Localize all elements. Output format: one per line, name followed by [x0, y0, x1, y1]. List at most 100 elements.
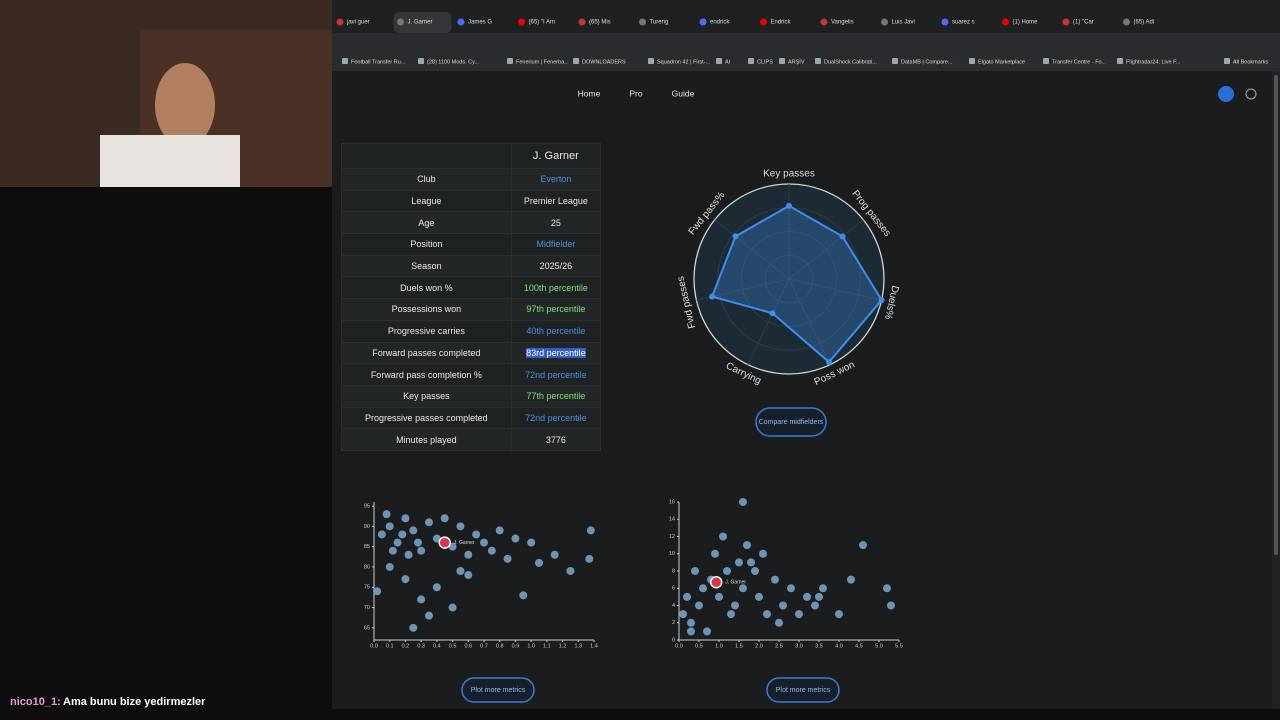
cell-text: 3776 — [545, 434, 566, 445]
tab-title[interactable]: javi guer — [346, 20, 370, 26]
tab-title[interactable]: endrick — [710, 20, 730, 26]
bookmark[interactable]: CLIPS — [757, 59, 773, 65]
tab-title[interactable]: James G — [468, 20, 492, 26]
scatter-point — [695, 601, 703, 610]
bookmark-icon — [648, 58, 654, 64]
empty-header — [341, 143, 512, 169]
bookmark[interactable]: DualShock Calibrati... — [824, 59, 877, 65]
y-tick-label: 70 — [364, 605, 370, 611]
nav-link[interactable]: Pro — [629, 88, 643, 98]
scatter-point — [703, 627, 711, 636]
plot-button-label[interactable]: Plot more metrics — [776, 687, 831, 694]
bookmark[interactable]: AI — [725, 59, 731, 65]
tab-title[interactable]: Tureng — [650, 20, 669, 26]
y-tick-label: 6 — [672, 586, 675, 592]
plot-button[interactable] — [766, 677, 840, 703]
x-tick-label: 0.3 — [417, 643, 425, 649]
tab-title[interactable]: suarez s — [952, 20, 975, 26]
bookmark[interactable]: (28) 1100 Mods. Cy... — [427, 59, 480, 65]
compare-button[interactable] — [755, 407, 827, 437]
cell-text: Duels won % — [400, 282, 453, 293]
plot-button[interactable] — [461, 677, 535, 703]
tab-title[interactable]: Luis Javi — [892, 20, 915, 26]
scatter-point — [425, 518, 433, 527]
player-label: J. Garner — [725, 580, 746, 586]
tab-title[interactable]: Endrick — [771, 20, 792, 26]
table-row: Duels won % 100th percentile — [341, 276, 602, 300]
scatter-point — [859, 541, 867, 550]
cell-value: Premier League — [510, 189, 602, 213]
scatter-point — [847, 575, 855, 584]
tab-title[interactable]: (65) Adi — [1134, 20, 1155, 26]
scatter-point — [699, 584, 707, 593]
x-tick-label: 1.3 — [574, 643, 582, 649]
cell-value: 25 — [510, 211, 602, 235]
cell-label: Position — [341, 233, 512, 256]
bookmark-icon — [779, 58, 785, 64]
compare-button-label[interactable]: Compare midfielders — [759, 419, 824, 426]
y-tick-label: 12 — [669, 534, 675, 540]
bookmark[interactable]: Transfer Centre - Fo... — [1052, 59, 1107, 65]
scatter-point — [440, 514, 449, 523]
y-tick-label: 14 — [669, 517, 675, 523]
nav-link[interactable]: Guide — [672, 88, 695, 98]
cell-text: Progressive passes completed — [365, 412, 488, 423]
cell-value: 2025/26 — [510, 254, 602, 278]
bookmark[interactable]: ARŞİV — [788, 58, 805, 65]
active-tab — [393, 12, 452, 33]
radar-point — [709, 293, 716, 300]
plot-button-label[interactable]: Plot more metrics — [471, 687, 526, 694]
tab-title[interactable]: J. Garner — [408, 20, 433, 26]
x-tick-label: 1.0 — [715, 643, 723, 649]
tab-title[interactable]: (65) "I Am — [529, 20, 555, 26]
cell-value: Midfielder — [510, 233, 602, 256]
bookmark[interactable]: DOWNLOADERS — [582, 59, 626, 65]
search-button[interactable] — [1218, 86, 1234, 102]
radar-spoke — [788, 278, 831, 365]
language-button[interactable] — [1245, 88, 1257, 100]
cell-text: Minutes played — [396, 434, 457, 445]
cell-text: Forward passes completed — [372, 347, 481, 358]
scatter-point — [487, 546, 496, 555]
cell-text: 40th percentile — [526, 326, 586, 337]
x-tick-label: 2.5 — [775, 643, 783, 649]
tab-icon — [639, 18, 646, 26]
scatter-point — [687, 627, 695, 636]
bookmark[interactable]: Elgato Marketplace — [978, 59, 1025, 65]
radar-point — [769, 310, 776, 317]
tab-bar — [332, 0, 1280, 33]
nav-link[interactable]: Home — [578, 88, 601, 98]
scroll-thumb[interactable] — [1274, 75, 1278, 555]
tab-title[interactable]: (65) Mis — [589, 20, 611, 26]
bookmark-icon — [969, 58, 975, 64]
x-tick-label: 5.5 — [895, 643, 903, 649]
scatter-point — [385, 522, 394, 531]
bookmark[interactable]: Football Transfer Ru... — [351, 59, 406, 65]
y-tick-label: 0 — [672, 637, 675, 643]
cell-text: Key passes — [403, 391, 450, 402]
bookmark[interactable]: All Bookmarks — [1233, 59, 1268, 65]
tab-title[interactable]: Vangelis — [831, 20, 854, 26]
cell-label: Forward pass completion % — [341, 363, 512, 386]
bookmark-icon — [1224, 58, 1230, 64]
scatter-point — [775, 618, 783, 627]
bookmark[interactable]: Fenerium | Fenerba... — [516, 59, 569, 65]
cell-value: 72nd percentile — [510, 363, 602, 386]
bookmark[interactable]: Squadron 42 | First-... — [657, 59, 711, 65]
scatter-point — [586, 526, 595, 535]
player-label: J. Garner — [454, 540, 475, 546]
bookmark[interactable]: Flightradar24: Live F... — [1126, 59, 1181, 65]
tab-title[interactable]: (1) "Car — [1073, 20, 1094, 26]
tab-title[interactable]: (1) Home — [1013, 20, 1039, 26]
bookmark[interactable]: DataMB | Compare... — [901, 59, 953, 65]
scatter-point — [414, 538, 422, 547]
cell-label: Progressive passes completed — [341, 406, 512, 430]
cell-label: League — [341, 189, 512, 213]
radar-area — [710, 204, 883, 364]
scatter-point — [388, 546, 397, 555]
y-tick-label: 90 — [364, 524, 370, 530]
scatter-point — [398, 530, 407, 539]
cell-label: Forward passes completed — [341, 341, 512, 365]
